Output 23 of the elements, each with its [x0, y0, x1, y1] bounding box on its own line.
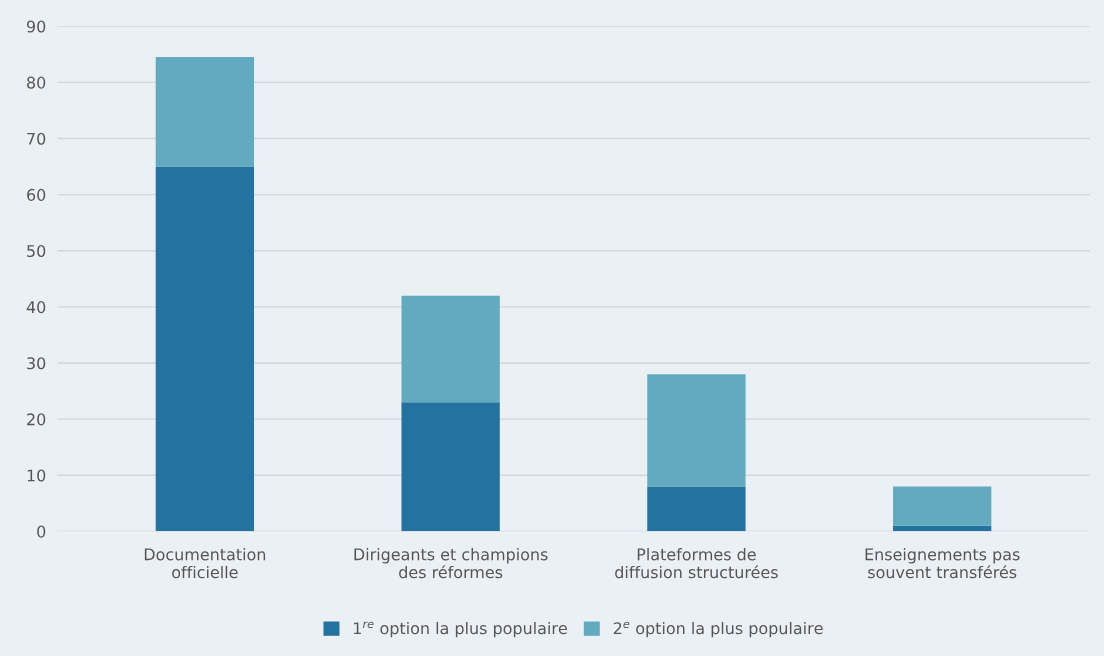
- bar: [155, 57, 255, 167]
- y-tick-label: 70: [27, 132, 46, 145]
- bar: [647, 486, 746, 532]
- y-tick-label: 50: [27, 244, 46, 258]
- y-tick-label: 90: [26, 20, 46, 33]
- bar: [401, 402, 500, 532]
- y-tick-label: 40: [26, 301, 46, 314]
- y-tick-label: 0: [37, 525, 46, 538]
- bar: [647, 374, 746, 487]
- y-tick-label: 10: [27, 469, 46, 482]
- y-tick-label: 30: [27, 357, 46, 370]
- bar: [155, 166, 255, 532]
- x-tick-label: Plateformes de diffusion structurées: [615, 548, 778, 579]
- x-tick-label: Dirigeants et champions des réformes: [354, 548, 548, 579]
- y-tick-label: 80: [27, 76, 46, 89]
- y-tick-label: 60: [27, 188, 46, 201]
- legend-label: 1$^{re}$ option la plus populaire: [353, 621, 567, 638]
- x-tick-label: Documentation officielle: [144, 548, 266, 579]
- bar: [893, 486, 992, 526]
- x-tick-label: Enseignements pas souvent transférés: [865, 548, 1020, 579]
- bar: [401, 295, 500, 403]
- legend-label: 2$^{e}$ option la plus populaire: [613, 621, 823, 638]
- y-tick-label: 20: [27, 413, 46, 426]
